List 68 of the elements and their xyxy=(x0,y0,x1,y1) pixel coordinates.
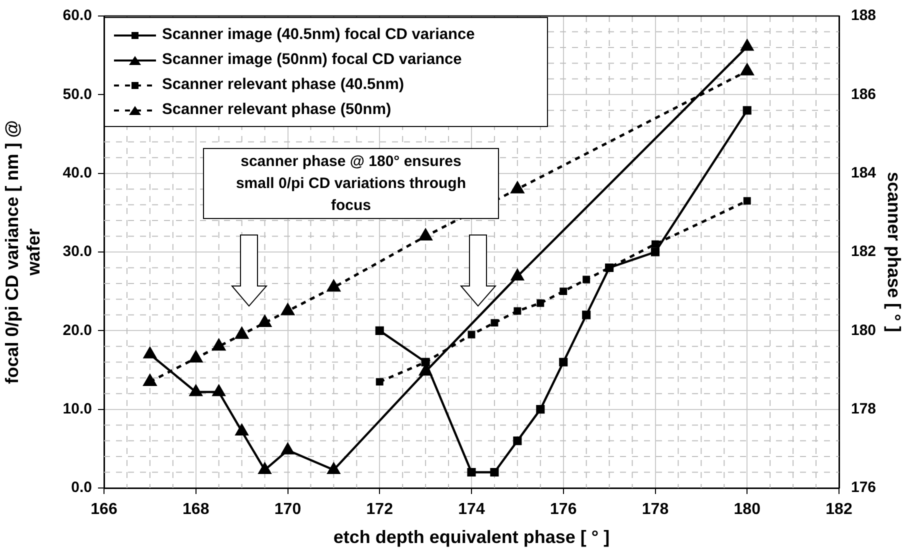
x-tick-label: 178 xyxy=(642,501,669,518)
y-tick-label: 10.0 xyxy=(62,400,92,418)
point xyxy=(513,436,522,446)
point xyxy=(468,330,476,338)
point xyxy=(742,106,752,115)
point xyxy=(281,443,294,454)
x-tick-label: 174 xyxy=(458,501,485,518)
legend-label: Scanner relevant phase (40.5nm) xyxy=(162,76,404,94)
y-axis-title: focal 0/pi CD variance [ nm ] @ wafer xyxy=(2,120,44,384)
annotation: scanner phase @ 180° ensures small 0/pi CD variations through focus xyxy=(234,152,468,216)
point xyxy=(375,326,384,335)
y2-axis-title: scanner phase [ ° ] xyxy=(884,172,904,332)
point xyxy=(650,248,660,256)
point xyxy=(582,276,590,284)
legend-label: Scanner image (50nm) focal CD variance xyxy=(162,50,462,68)
point xyxy=(740,64,754,76)
point xyxy=(281,304,294,316)
y2-tick-label: 184 xyxy=(851,164,877,182)
point xyxy=(511,269,524,280)
point xyxy=(258,462,272,474)
point xyxy=(467,468,476,477)
y-tick-label: 50.0 xyxy=(62,86,92,103)
point xyxy=(327,462,340,474)
y-tick-label: 20.0 xyxy=(62,322,92,339)
x-tick-label: 166 xyxy=(90,501,118,518)
point xyxy=(582,310,591,320)
x-tick-label: 172 xyxy=(366,501,394,518)
x-tick-label: 180 xyxy=(734,501,761,518)
y-tick-label: 60.0 xyxy=(62,7,92,24)
point xyxy=(514,307,522,315)
point xyxy=(419,229,432,241)
point xyxy=(536,405,545,414)
y-tick-label: 0.0 xyxy=(71,479,92,496)
point xyxy=(376,378,384,386)
point xyxy=(490,468,499,477)
legend-label: Scanner relevant phase (50nm) xyxy=(162,100,392,118)
point xyxy=(652,240,659,248)
point xyxy=(212,339,226,351)
point xyxy=(510,182,524,194)
y2-tick-label: 182 xyxy=(851,243,876,260)
point xyxy=(327,280,340,292)
x-axis-title: etch depth equivalent phase [ ° ] xyxy=(333,527,610,548)
y2-tick-label: 188 xyxy=(851,7,876,24)
y-tick-label: 40.0 xyxy=(62,164,92,182)
y2-tick-label: 186 xyxy=(851,86,876,103)
point xyxy=(189,350,202,362)
point xyxy=(258,316,272,328)
point xyxy=(536,299,544,307)
y-tick-label: 30.0 xyxy=(62,243,92,260)
point xyxy=(490,319,498,327)
note-box: scanner phase @ 180° ensures small 0/pi CD variations through focus xyxy=(203,148,499,219)
point xyxy=(236,424,248,436)
point xyxy=(143,374,156,386)
point xyxy=(559,358,568,366)
point xyxy=(212,384,226,396)
point xyxy=(560,288,568,296)
y2-tick-label: 180 xyxy=(851,322,876,339)
point xyxy=(190,384,202,396)
y2-tick-label: 176 xyxy=(851,479,876,496)
point xyxy=(235,327,248,339)
legend-label: Scanner image (40.5nm) focal CD variance xyxy=(162,26,475,44)
point xyxy=(743,197,751,205)
x-tick-label: 176 xyxy=(550,501,577,518)
point xyxy=(144,347,156,358)
x-tick-label: 170 xyxy=(274,501,302,518)
x-tick-label: 168 xyxy=(182,501,210,518)
x-tick-label: 182 xyxy=(826,501,852,518)
y2-tick-label: 178 xyxy=(851,400,876,418)
